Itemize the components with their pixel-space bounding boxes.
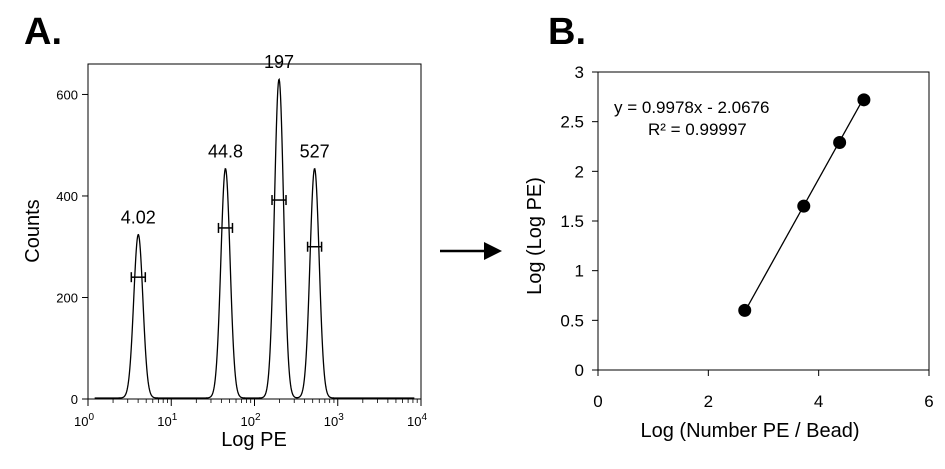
x-tick-label: 100 (74, 412, 94, 429)
peak-annotations: 4.02 44.8 197 527 (121, 52, 330, 283)
peak-label: 197 (264, 52, 294, 72)
x-tick-label: 4 (814, 392, 823, 411)
panel-b: B. 0 0.5 1 1.5 2 2.5 3 0 2 4 6 y = 0.9978x - 2.06… (524, 11, 934, 442)
panel-a-label: A. (24, 11, 62, 53)
panel-a-y-axis: 0 200 400 600 (56, 87, 88, 407)
y-tick-label: 0.5 (560, 311, 584, 330)
y-tick-label: 1 (575, 262, 584, 281)
panel-b-y-axis: 0 0.5 1 1.5 2 2.5 3 (560, 63, 598, 380)
trendline-equation: y = 0.9978x - 2.0676 (614, 98, 769, 117)
y-tick-label: 0 (575, 361, 584, 380)
histogram-trace (94, 77, 415, 399)
x-tick-label: 103 (324, 412, 344, 429)
panel-a-x-axis-title: Log PE (221, 429, 287, 451)
y-tick-label: 0 (71, 392, 78, 407)
arrow-icon (440, 242, 502, 260)
panel-b-x-axis: 0 2 4 6 (593, 370, 934, 411)
x-tick-label: 6 (924, 392, 933, 411)
panel-b-x-axis-title: Log (Number PE / Bead) (641, 420, 860, 442)
y-tick-label: 1.5 (560, 212, 584, 231)
x-tick-label: 101 (157, 412, 177, 429)
x-tick-label: 104 (407, 412, 427, 429)
panel-a-y-axis-title: Counts (22, 199, 44, 262)
panel-a-x-axis: 100 101 102 103 104 (74, 399, 427, 429)
r-squared-label: R² = 0.99997 (648, 120, 747, 139)
y-tick-label: 400 (56, 189, 78, 204)
panel-a: A. 0 200 400 600 100 101 102 103 104 4.02 44.8 19… (22, 11, 427, 451)
panel-b-y-axis-title: Log (Log PE) (524, 177, 546, 295)
data-point (738, 303, 752, 317)
peak-label: 44.8 (208, 142, 243, 162)
panel-b-label: B. (548, 11, 586, 53)
data-point (833, 136, 847, 150)
y-tick-label: 200 (56, 290, 78, 305)
y-tick-label: 3 (575, 63, 584, 82)
y-tick-label: 2.5 (560, 113, 584, 132)
data-point (797, 199, 811, 213)
x-tick-label: 102 (240, 412, 260, 429)
peak-label: 527 (300, 142, 330, 162)
data-points (738, 93, 871, 317)
x-tick-label: 2 (704, 392, 713, 411)
data-point (857, 93, 871, 107)
peak-label: 4.02 (121, 208, 156, 228)
x-tick-label: 0 (593, 392, 602, 411)
y-tick-label: 2 (575, 162, 584, 181)
panel-a-plot-frame (87, 63, 422, 400)
y-tick-label: 600 (56, 87, 78, 102)
